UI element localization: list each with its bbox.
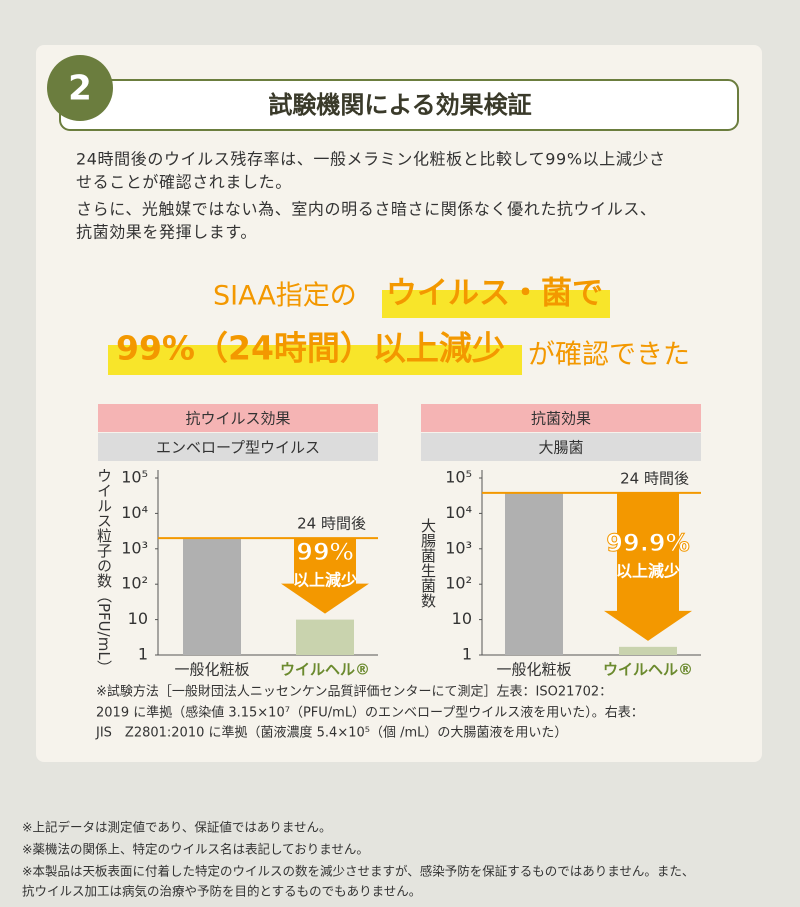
disclaimer: ※上記データは測定値であり、保証値ではありません。 (22, 820, 331, 835)
y-tick-label: 10⁴ (121, 503, 148, 522)
x-tick-label: 一般化粧板 (496, 661, 571, 679)
y-tick-label: 1 (138, 645, 148, 664)
headline: が確認できた (528, 340, 690, 371)
y-tick-label: 10³ (121, 538, 148, 557)
callout: 99% (296, 538, 353, 566)
annotation: 24 時間後 (297, 515, 366, 533)
x-tick-label: ウイルヘル® (603, 661, 693, 679)
callout-sub: 以上減少 (293, 570, 357, 589)
step-badge (47, 55, 113, 121)
bar (296, 619, 354, 655)
x-tick-label: 一般化粧板 (174, 661, 249, 679)
intro-line: 24時間後のウイルス残存率は、一般メラミン化粧板と比較して99%以上減少さ (76, 150, 666, 169)
highlight (108, 345, 522, 375)
headline-emphasis: 99%（24時間）以上減少 (116, 329, 505, 368)
header-band (421, 404, 701, 432)
reduction-arrow (604, 492, 692, 641)
step-number: 2 (68, 69, 92, 109)
subheader-band (98, 433, 378, 461)
y-axis-label: 大腸菌生菌数 (419, 518, 437, 608)
header-band (98, 404, 378, 432)
chart-subheader: 大腸菌 (538, 439, 583, 457)
headline: SIAA指定の (213, 281, 357, 312)
bar (619, 646, 677, 655)
chart-header: 抗菌効果 (531, 410, 591, 428)
method-note: ※試験方法［一般財団法人ニッセンケン品質評価センターにて測定］左表：ISO217… (96, 684, 612, 700)
x-tick-label: ウイルヘル® (280, 661, 370, 679)
disclaimer: ※本製品は天板表面に付着した特定のウイルスの数を減少させますが、感染予防を保証す… (22, 864, 694, 879)
y-tick-label: 10 (452, 609, 472, 628)
intro-line: 抗菌効果を発揮します。 (76, 223, 257, 242)
bar (183, 538, 241, 655)
bar (505, 492, 563, 655)
section-title: 試験機関による効果検証 (268, 91, 531, 119)
method-note: 2019 に準拠（感染値 3.15×10⁷（PFU/mL）のエンベロープ型ウイル… (96, 705, 644, 721)
chart-subheader: エンベロープ型ウイルス (156, 439, 320, 457)
y-tick-label: 10⁵ (445, 468, 472, 487)
y-axis-label: ウイルス粒子の数（PFU/mL） (95, 468, 113, 675)
intro-line: せることが確認されました。 (76, 173, 292, 192)
disclaimer: ※薬機法の関係上、特定のウイルス名は表記しておりません。 (22, 842, 369, 857)
disclaimer: 抗ウイルス加工は病気の治療や予防を目的とするものでもありません。 (22, 884, 421, 899)
method-note: JIS Z2801:2010 に準拠（菌液濃度 5.4×10⁵（個 /mL）の大… (95, 725, 567, 741)
y-tick-label: 10² (445, 574, 472, 593)
reduction-arrow (281, 538, 369, 614)
subheader-band (421, 433, 701, 461)
annotation: 24 時間後 (620, 469, 689, 487)
highlight (382, 290, 610, 318)
y-tick-label: 1 (462, 645, 472, 664)
y-tick-label: 10⁵ (121, 468, 148, 487)
callout: 99.9% (606, 529, 689, 557)
intro-line: さらに、光触媒ではない為、室内の明るさ暗さに関係なく優れた抗ウイルス、 (76, 200, 657, 219)
y-tick-label: 10³ (445, 538, 472, 557)
y-tick-label: 10² (121, 574, 148, 593)
chart-header: 抗ウイルス効果 (185, 410, 290, 428)
headline-emphasis: ウイルス・菌で (386, 276, 603, 312)
y-tick-label: 10⁴ (445, 503, 472, 522)
y-tick-label: 10 (128, 609, 148, 628)
callout-sub: 以上減少 (616, 561, 680, 580)
